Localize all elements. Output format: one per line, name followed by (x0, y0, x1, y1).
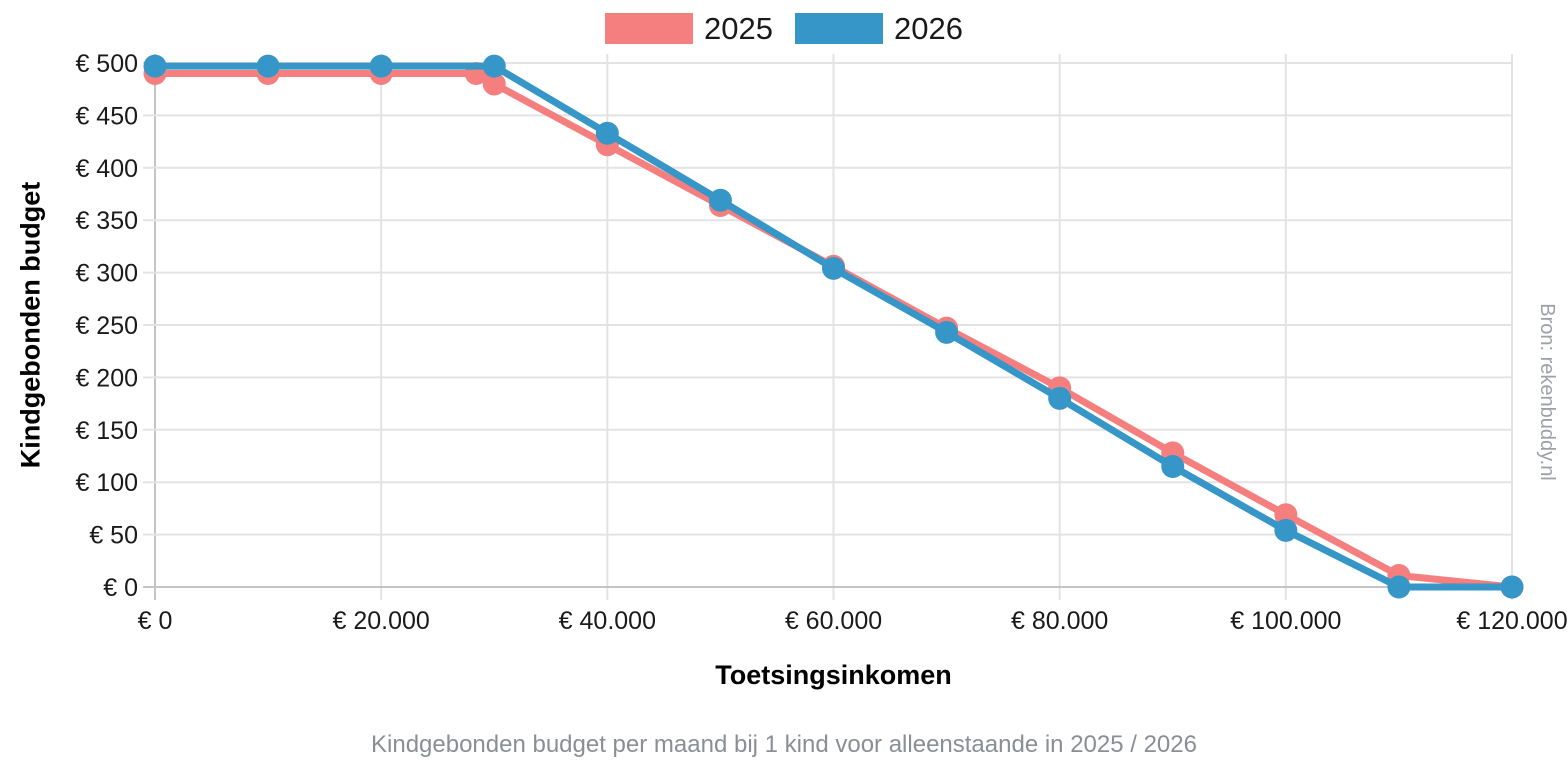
data-point-2026[interactable] (1161, 454, 1185, 478)
x-tick-label: € 40.000 (559, 607, 656, 635)
x-tick-label: € 100.000 (1230, 607, 1341, 635)
data-point-2025[interactable] (482, 72, 506, 96)
y-tick-label: € 350 (75, 207, 138, 235)
source-credit: Bron: rekenbuddy.nl (1536, 303, 1558, 481)
data-point-2026[interactable] (1500, 575, 1524, 599)
data-point-2026[interactable] (708, 188, 732, 212)
x-axis-title: Toetsingsinkomen (715, 660, 952, 690)
y-tick-label: € 200 (75, 364, 138, 392)
data-point-2026[interactable] (1274, 518, 1298, 542)
y-tick-label: € 250 (75, 312, 138, 340)
data-point-2026[interactable] (369, 54, 393, 78)
data-point-2026[interactable] (143, 54, 167, 78)
y-tick-label: € 0 (103, 574, 138, 602)
data-point-2025[interactable] (1274, 503, 1298, 527)
legend-swatch-2026 (795, 13, 883, 44)
x-tick-label: € 20.000 (333, 607, 430, 635)
legend: 2025 2026 (0, 13, 1568, 44)
y-axis-title: Kindgebonden budget (15, 181, 46, 469)
x-tick-label: € 80.000 (1011, 607, 1108, 635)
legend-label-2025: 2025 (704, 11, 773, 46)
data-point-2026[interactable] (256, 54, 280, 78)
y-tick-label: € 450 (75, 102, 138, 130)
y-tick-label: € 400 (75, 155, 138, 183)
data-point-2026[interactable] (1387, 575, 1411, 599)
y-tick-label: € 150 (75, 417, 138, 445)
data-point-2026[interactable] (822, 256, 845, 280)
legend-item-2025[interactable]: 2025 (605, 13, 773, 44)
y-tick-label: € 300 (75, 260, 138, 288)
data-point-2026[interactable] (935, 320, 959, 344)
chart-caption: Kindgebonden budget per maand bij 1 kind… (371, 731, 1197, 758)
x-tick-label: € 0 (138, 607, 173, 635)
y-tick-label: € 500 (75, 50, 138, 78)
legend-swatch-2025 (605, 13, 694, 44)
y-tick-label: € 50 (89, 522, 138, 550)
y-tick-label: € 100 (75, 469, 138, 497)
x-tick-label: € 120.000 (1456, 607, 1567, 635)
data-point-2026[interactable] (1048, 386, 1072, 410)
x-tick-label: € 60.000 (785, 607, 882, 635)
data-point-2026[interactable] (595, 121, 619, 145)
legend-item-2026[interactable]: 2026 (795, 13, 963, 44)
data-point-2026[interactable] (482, 54, 506, 78)
legend-label-2026: 2026 (894, 11, 963, 46)
